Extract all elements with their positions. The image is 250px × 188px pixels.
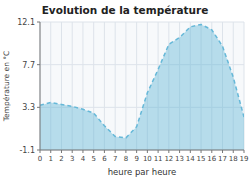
y-axis — [40, 22, 41, 150]
grid-line — [40, 150, 244, 151]
tick-label: 10 — [143, 155, 152, 163]
grid-line — [125, 22, 126, 150]
tick-label: 17 — [218, 155, 227, 163]
plot-background — [40, 22, 244, 150]
tick-label: 2 — [59, 155, 63, 163]
tick-label: 1 — [49, 155, 53, 163]
tick-label: 12 — [164, 155, 173, 163]
line — [40, 24, 244, 137]
tick-label: 14 — [186, 155, 195, 163]
tick-label: 12.1 — [17, 18, 35, 27]
grid — [40, 22, 244, 150]
tick-label: -1.1 — [19, 146, 35, 155]
title: Evolution de la température — [42, 4, 209, 16]
tick-label: 19 — [240, 155, 249, 163]
x-axis-label: heure par heure — [108, 167, 177, 177]
tick-label: 5 — [91, 155, 95, 163]
chart: -1.13.37.712.101234567891011121314151617… — [0, 0, 250, 188]
tick-label: 11 — [154, 155, 163, 163]
tick-label: 3.3 — [22, 103, 35, 112]
grid-line — [40, 22, 41, 150]
tick-label: 7 — [113, 155, 117, 163]
tick-label: 9 — [134, 155, 138, 163]
tick-label: 3 — [70, 155, 74, 163]
grid-line — [115, 22, 116, 150]
grid-line — [40, 22, 244, 23]
tick-label: 15 — [197, 155, 206, 163]
tick-label: 8 — [124, 155, 128, 163]
marks — [40, 24, 244, 150]
y-axis-label: Température en °C — [2, 51, 11, 123]
x-axis — [40, 150, 244, 151]
tick-label: 0 — [38, 155, 42, 163]
tick-label: 13 — [175, 155, 184, 163]
tick-label: 18 — [229, 155, 238, 163]
tick-label: 4 — [81, 155, 86, 163]
tick-label: 7.7 — [22, 61, 35, 70]
tick-label: 16 — [207, 155, 216, 163]
area — [40, 24, 244, 150]
tick-label: 6 — [102, 155, 107, 163]
